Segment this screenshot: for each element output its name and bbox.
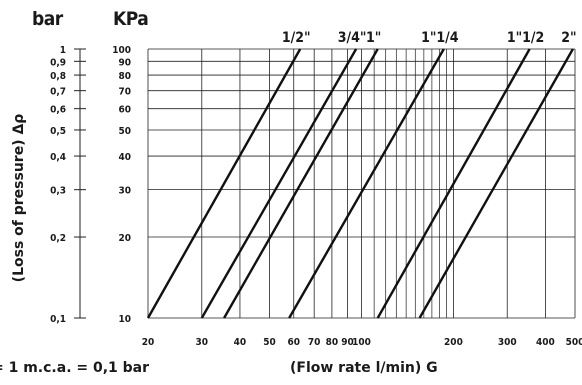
series-label: 1" bbox=[366, 30, 381, 46]
series-label: 1"1/4 bbox=[421, 30, 459, 46]
x-tick-label: 80 bbox=[326, 337, 339, 348]
x-tick-label: 300 bbox=[498, 337, 517, 348]
kpa-tick-label: 20 bbox=[118, 233, 131, 244]
kpa-tick-label: 100 bbox=[112, 45, 131, 56]
kpa-tick-label: 10 bbox=[118, 314, 131, 325]
bar-tick-label: 0,6 bbox=[50, 105, 66, 116]
kpa-tick-label: 40 bbox=[118, 152, 131, 163]
bar-tick-label: 0,1 bbox=[50, 314, 66, 325]
series-line bbox=[288, 48, 445, 319]
x-tick-label: 500 bbox=[566, 337, 582, 348]
bar-tick-label: 0,5 bbox=[50, 126, 66, 137]
bar-tick-label: 0,9 bbox=[50, 57, 66, 68]
x-tick-label: 20 bbox=[142, 337, 155, 348]
series-line bbox=[223, 48, 379, 319]
x-tick-label: 70 bbox=[308, 337, 321, 348]
series-label: 1/2" bbox=[282, 30, 311, 46]
series-line bbox=[376, 48, 531, 319]
bar-tick-label: 0,7 bbox=[50, 87, 66, 98]
x-axis-label: (Flow rate l/min) G bbox=[290, 360, 438, 376]
bar-tick-label: 0,3 bbox=[50, 186, 66, 197]
kpa-tick-label: 30 bbox=[118, 186, 131, 197]
series-label: 3/4" bbox=[338, 30, 367, 46]
x-tick-label: 200 bbox=[444, 337, 463, 348]
kpa-tick-label: 80 bbox=[118, 71, 131, 82]
x-tick-label: 60 bbox=[287, 337, 300, 348]
x-tick-label: 400 bbox=[536, 337, 555, 348]
series-label: 2" bbox=[561, 30, 576, 46]
bar-tick-label: 0,8 bbox=[50, 71, 66, 82]
series-label: 1"1/2 bbox=[507, 30, 544, 46]
bar-tick-label: 0,4 bbox=[50, 152, 66, 163]
x-tick-label: 50 bbox=[263, 337, 276, 348]
bar-tick-label: 0,2 bbox=[50, 233, 66, 244]
kpa-tick-label: 60 bbox=[118, 105, 131, 116]
series-line bbox=[200, 48, 358, 319]
kpa-tick-label: 90 bbox=[118, 57, 131, 68]
bar-tick-label: 1 bbox=[60, 45, 66, 56]
kpa-tick-label: 50 bbox=[118, 126, 131, 137]
series-line bbox=[146, 48, 302, 319]
series-line bbox=[418, 48, 574, 319]
kpa-tick-label: 70 bbox=[118, 87, 131, 98]
kpa-unit-header: KPa bbox=[113, 8, 149, 30]
bar-unit-header: bar bbox=[32, 8, 63, 30]
x-tick-label: 100 bbox=[352, 337, 371, 348]
x-tick-label: 30 bbox=[196, 337, 209, 348]
unit-note: = 1 m.c.a. = 0,1 bar bbox=[0, 360, 150, 376]
x-tick-label: 90 bbox=[341, 337, 354, 348]
x-tick-label: 40 bbox=[234, 337, 247, 348]
